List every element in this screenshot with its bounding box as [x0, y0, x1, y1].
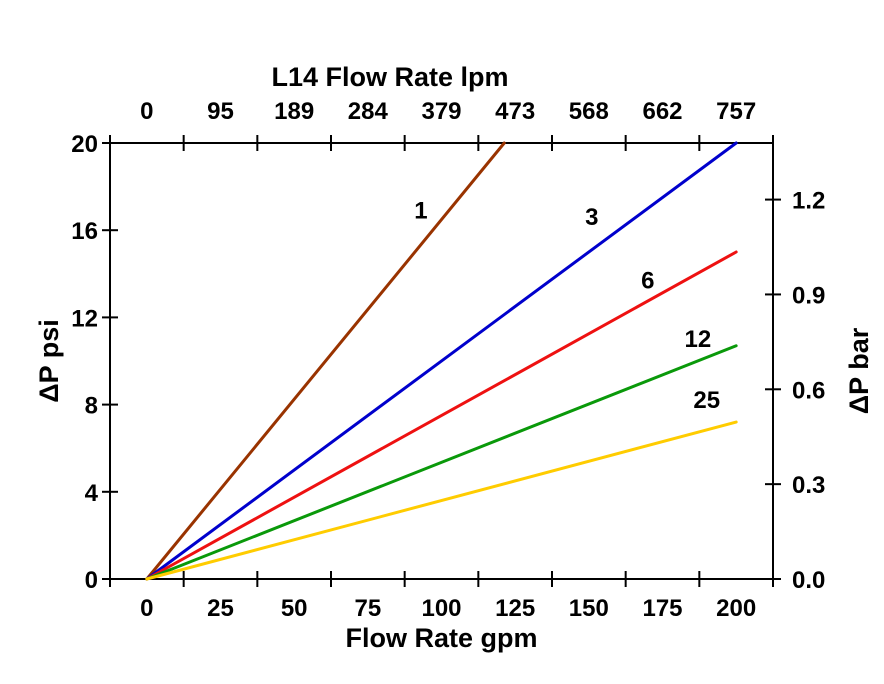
left-tick-label: 16 — [71, 218, 98, 245]
series-label-12: 12 — [685, 326, 712, 353]
bottom-tick-label: 75 — [354, 595, 381, 622]
left-tick-label: 20 — [71, 131, 98, 158]
top-tick-label: 757 — [716, 98, 756, 125]
top-tick-label: 0 — [140, 98, 153, 125]
bottom-tick-label: 25 — [207, 595, 234, 622]
bottom-tick-label: 50 — [281, 595, 308, 622]
series-line-6 — [145, 250, 738, 581]
series-label-3: 3 — [585, 204, 598, 231]
top-tick-label: 568 — [569, 98, 609, 125]
bottom-axis-title: Flow Rate gpm — [345, 623, 537, 653]
series-label-1: 1 — [414, 198, 427, 225]
top-tick-label: 95 — [207, 98, 234, 125]
right-tick-label: 0.0 — [792, 567, 825, 594]
right-tick-label: 0.3 — [792, 472, 825, 499]
bottom-tick-label: 0 — [140, 595, 153, 622]
left-tick-label: 4 — [85, 480, 99, 507]
bottom-tick-label: 175 — [642, 595, 682, 622]
top-tick-label: 662 — [642, 98, 682, 125]
top-tick-label: 189 — [274, 98, 314, 125]
series-line-25 — [145, 420, 738, 581]
right-tick-label: 0.9 — [792, 282, 825, 309]
series-label-25: 25 — [693, 387, 720, 414]
series-line-1 — [145, 141, 506, 581]
left-tick-label: 8 — [85, 393, 98, 420]
series-line-12 — [145, 344, 738, 581]
top-tick-label: 473 — [495, 98, 535, 125]
bottom-tick-label: 125 — [495, 595, 535, 622]
top-axis-title: L14 Flow Rate lpm — [271, 62, 508, 92]
top-tick-label: 284 — [348, 98, 389, 125]
bottom-tick-label: 200 — [716, 595, 756, 622]
plot-border — [109, 142, 774, 580]
bottom-tick-label: 100 — [421, 595, 461, 622]
right-axis-title: ΔP bar — [844, 327, 874, 414]
top-tick-label: 379 — [421, 98, 461, 125]
right-tick-label: 1.2 — [792, 188, 825, 215]
bottom-tick-label: 150 — [569, 595, 609, 622]
left-tick-label: 12 — [71, 305, 98, 332]
left-tick-label: 0 — [85, 567, 98, 594]
series-label-6: 6 — [641, 267, 654, 294]
series-line-3 — [145, 141, 738, 581]
left-axis-title: ΔP psi — [34, 319, 64, 402]
right-tick-label: 0.6 — [792, 377, 825, 404]
